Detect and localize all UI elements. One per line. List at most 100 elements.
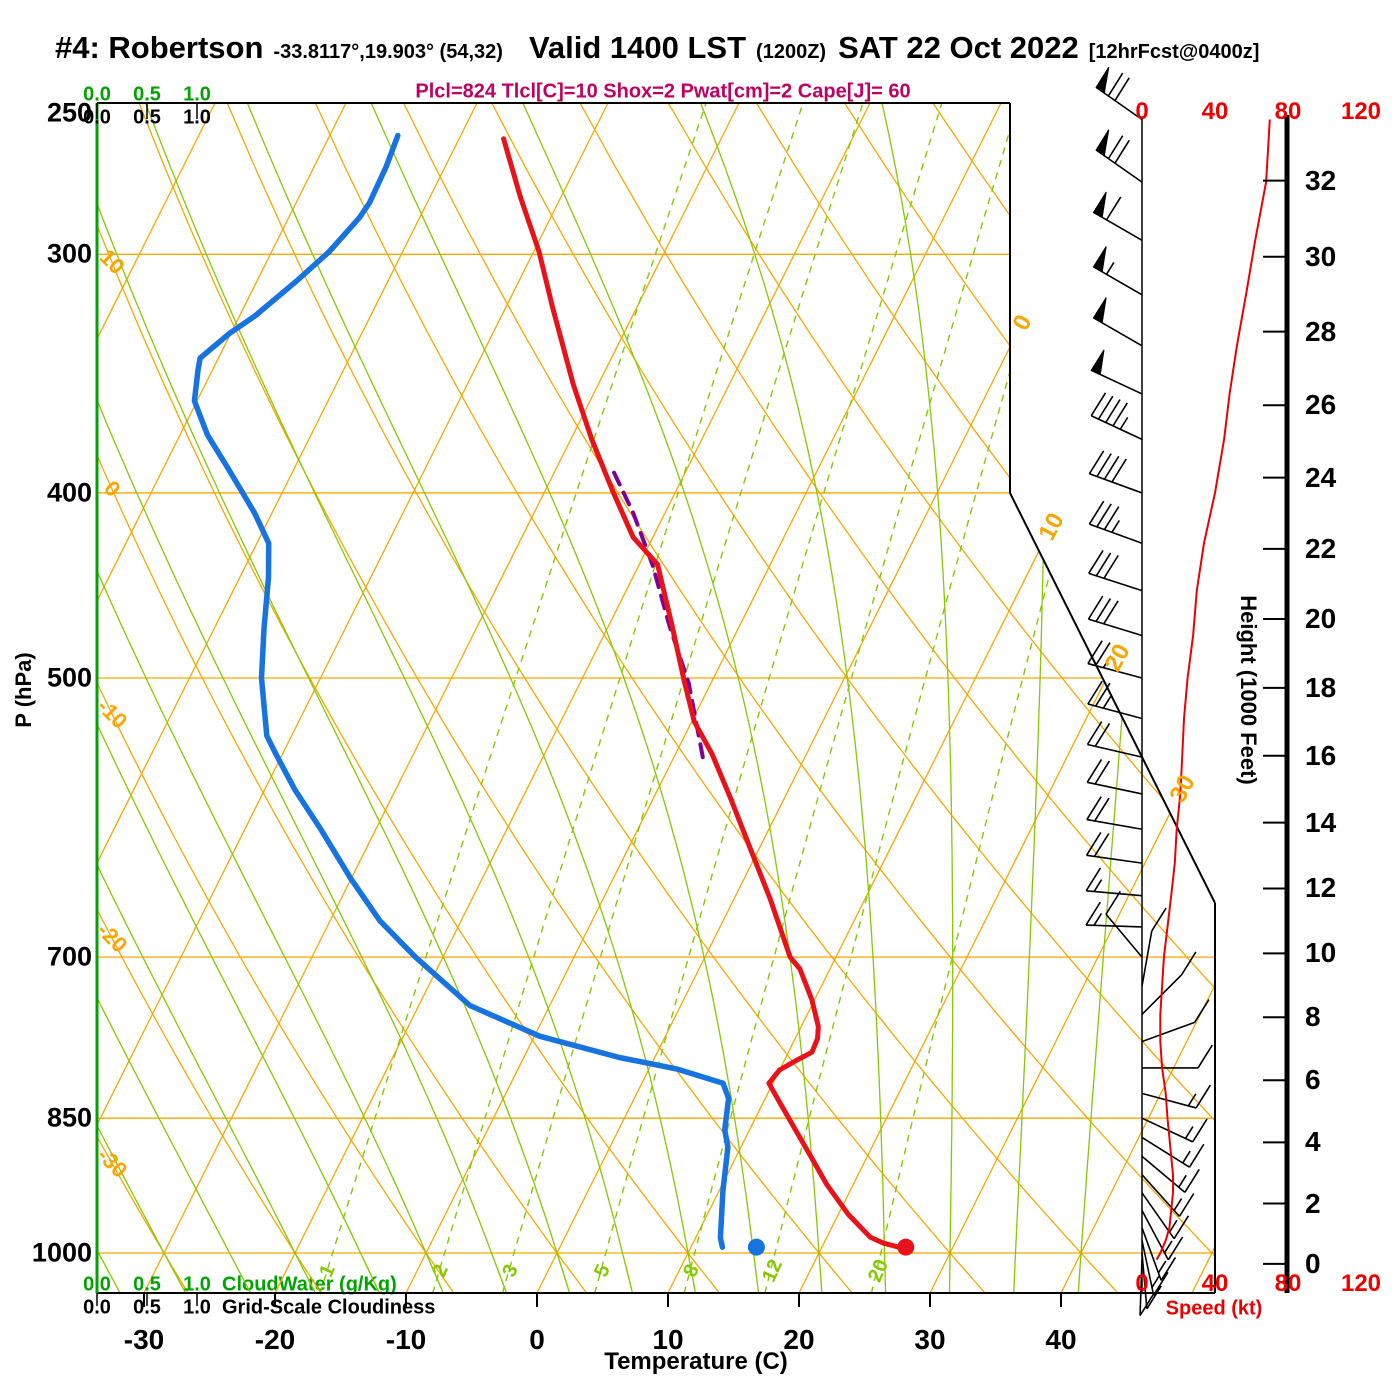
wind-barb: [1092, 191, 1143, 242]
mixing-ratio-line: [870, 103, 1215, 1293]
moist-adiabat-line: [97, 103, 508, 1293]
dry-adiabat-line: [97, 103, 986, 1293]
wind-barb: [1141, 999, 1210, 1043]
mixing-ratio-line: [319, 103, 892, 1293]
height-tick-label: 22: [1305, 532, 1337, 564]
moist-adiabat-line: [97, 103, 634, 1293]
dry-adiabat-line: [97, 103, 588, 1293]
wind-barb-half: [1151, 1275, 1161, 1288]
height-tick-label: 14: [1305, 806, 1337, 838]
dry-adiabat-line: [97, 103, 189, 1293]
wind-barb: [1092, 246, 1143, 296]
height-tick-label: 2: [1305, 1187, 1321, 1219]
wind-barb: [1142, 1044, 1213, 1069]
wind-barb: [1105, 890, 1143, 958]
wind-barb-full: [1192, 1118, 1208, 1143]
wind-barb: [1095, 129, 1143, 183]
isotherm-line: [929, 103, 1215, 1293]
wind-barb-half: [1187, 1093, 1197, 1107]
cloudwater-top-tick-label: 1.0: [183, 83, 211, 106]
wind-barb-shaft: [1089, 523, 1143, 544]
height-tick-label: 8: [1305, 1001, 1321, 1033]
wind-barb: [1141, 907, 1167, 987]
dry-adiabat-line: [0, 0, 56, 1294]
dry-adiabat-line: [497, 103, 1215, 1293]
wind-barb-shaft: [1141, 1227, 1162, 1281]
wind-barb-half: [1093, 912, 1103, 926]
wind-barb-shaft: [1141, 1240, 1155, 1296]
height-tick-label: 6: [1305, 1064, 1321, 1096]
moist-adiabat-line: [638, 103, 954, 1293]
cloudwater-bottom-tick-label: 1.0: [183, 1273, 211, 1296]
wind-barb-shaft: [1088, 572, 1143, 592]
wind-barb: [1086, 721, 1143, 758]
mixing-ratio-line: [683, 103, 1184, 1293]
dry-adiabat-line: [97, 103, 322, 1293]
wind-barb-full: [1107, 135, 1124, 160]
wind-barb-half: [1093, 879, 1103, 892]
wind-barb-half: [1168, 1219, 1178, 1233]
wind-barb-full: [1086, 796, 1102, 820]
wind-barb-full: [1152, 1271, 1169, 1296]
cloudwater-top-tick-label: 0.5: [133, 83, 161, 106]
wind-barb-shaft: [1087, 662, 1143, 679]
wind-barb: [1088, 500, 1143, 544]
wind-barb-full: [1086, 721, 1103, 745]
zulu-time: (1200Z): [756, 41, 827, 63]
wind-barb-half: [1157, 1260, 1167, 1274]
temperature-tick-label: -30: [123, 1324, 165, 1355]
wind-barb-full: [1146, 1285, 1162, 1310]
wind-barb-half: [1105, 261, 1115, 275]
isotherm-line: [97, 103, 347, 1293]
valid-date: SAT 22 Oct 2022: [838, 30, 1079, 65]
wind-barb-full: [1088, 500, 1105, 525]
temperature-tick-label: 0: [529, 1324, 545, 1355]
pressure-tick-label: 300: [46, 238, 92, 269]
dry-adiabat-line: [427, 103, 1215, 1293]
speed-tick-label-top: 80: [1274, 98, 1302, 125]
wind-barb-half: [1173, 1198, 1183, 1211]
wind-barb-shaft: [1141, 1174, 1181, 1217]
wind-barb-half: [1178, 1174, 1187, 1188]
height-tick-label: 18: [1305, 671, 1337, 703]
wind-barb: [1141, 1227, 1177, 1281]
wind-barb: [1141, 951, 1197, 1015]
temperature-tick-label: 10: [652, 1324, 684, 1355]
wind-barb-full: [1105, 196, 1122, 221]
wind-barb-shaft: [1141, 1117, 1194, 1143]
dry-adiabat-line: [97, 103, 1119, 1293]
wind-barb-shaft: [1087, 703, 1143, 720]
cloudwater-bottom-tick-label: 0.0: [83, 1273, 111, 1296]
wind-barb-shaft: [1086, 818, 1143, 831]
dry-adiabat-line: [148, 103, 1215, 1293]
isotherm-line: [798, 103, 1215, 1293]
wind-barb-shaft: [1141, 1021, 1195, 1043]
wind-barb-full: [1093, 833, 1110, 857]
height-tick-label: 26: [1305, 389, 1337, 421]
wind-barb: [1090, 392, 1143, 441]
wind-barb-full: [1105, 399, 1121, 423]
pressure-tick-label: 500: [46, 662, 92, 693]
moist-adiabat-line: [97, 103, 444, 1293]
wind-barb: [1087, 680, 1143, 720]
dry-adiabat-line: [97, 103, 721, 1293]
wind-barb-full: [1114, 77, 1130, 101]
wind-barb-shaft: [1105, 913, 1143, 958]
dry-adiabat-line: [566, 103, 1215, 1293]
wind-barb-full: [1193, 999, 1210, 1023]
cloudiness-axis-title: Grid-Scale Cloudiness: [222, 1296, 436, 1319]
moist-adiabat-line: [260, 103, 823, 1293]
wind-barb-shaft: [1141, 1136, 1190, 1168]
wind-barb-full: [1178, 1193, 1195, 1217]
height-tick-label: 16: [1305, 739, 1337, 771]
wind-barb: [1090, 349, 1143, 395]
speed-tick-label-bottom: 80: [1274, 1270, 1302, 1297]
wind-barb-full: [1173, 1215, 1190, 1240]
wind-barb-shaft: [1141, 930, 1153, 987]
pressure-tick-label: 1000: [31, 1237, 92, 1268]
wind-barb: [1141, 1117, 1208, 1143]
valid-time: Valid 1400 LST: [528, 30, 747, 65]
pressure-tick-label: 700: [46, 941, 92, 972]
